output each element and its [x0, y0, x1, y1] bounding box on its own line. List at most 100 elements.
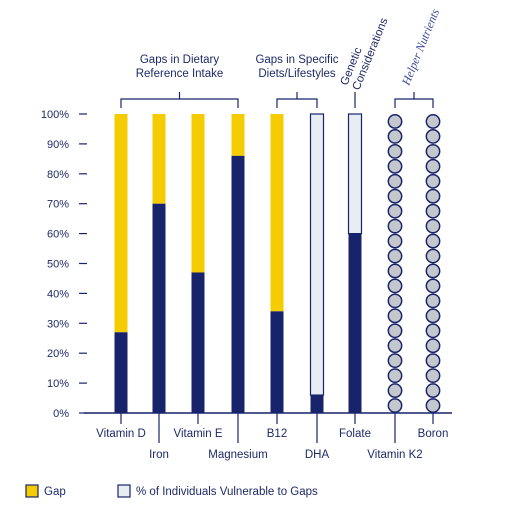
- base-segment-iron: [152, 203, 166, 413]
- legend: Gap % of Individuals Vulnerable to Gaps: [25, 484, 318, 498]
- helper-dot: [387, 308, 403, 324]
- y-tick-label: 0%: [53, 408, 69, 420]
- helper-dot: [425, 308, 441, 324]
- helper-dot: [387, 233, 403, 249]
- helper-dot: [387, 248, 403, 264]
- legend-label: % of Individuals Vulnerable to Gaps: [136, 486, 318, 498]
- helper-dot: [387, 263, 403, 279]
- group-label: Gaps in Dietary: [140, 54, 220, 66]
- helper-dot: [425, 218, 441, 234]
- y-tick-label: 50%: [47, 259, 69, 271]
- gap-segment-iron: [152, 114, 166, 204]
- x-label-vitamin-k2: Vitamin K2: [367, 449, 422, 461]
- y-axis: 0% 10% 20% 30% 40% 50% 60% 70% 80% 90% 100%: [41, 109, 87, 420]
- helper-dot: [425, 383, 441, 399]
- helper-dot: [387, 278, 403, 294]
- base-segment-folate: [348, 233, 362, 413]
- helper-dot: [425, 368, 441, 384]
- y-tick-label: 100%: [41, 109, 69, 121]
- group-bracket: [394, 92, 434, 108]
- helper-dot: [425, 233, 441, 249]
- y-tick-label: 20%: [47, 348, 69, 360]
- helper-dot: [387, 368, 403, 384]
- helper-dot: [387, 338, 403, 354]
- group-1: Gaps in Specific Diets/Lifestyles: [255, 54, 339, 108]
- base-segment-dha: [310, 395, 324, 413]
- y-tick-label: 10%: [47, 378, 69, 390]
- x-label-folate: Folate: [339, 428, 371, 440]
- helper-bar-boron: [425, 114, 441, 413]
- y-tick-label: 70%: [47, 199, 69, 211]
- gap-segment-vitamin-e: [191, 114, 205, 273]
- y-tick-label: 80%: [47, 169, 69, 181]
- gap-segment-magnesium: [231, 114, 245, 156]
- group-label: Helper Nutrients: [398, 6, 442, 88]
- group-label: Reference Intake: [136, 68, 224, 80]
- helper-dot: [425, 158, 441, 174]
- y-tick-label: 30%: [47, 318, 69, 330]
- helper-dot: [387, 203, 403, 219]
- helper-dot: [425, 203, 441, 219]
- helper-dot: [425, 278, 441, 294]
- x-label-iron: Iron: [149, 449, 169, 461]
- legend-swatch: [117, 484, 131, 498]
- helper-dot: [425, 143, 441, 159]
- helper-bar-vitamin-k2: [387, 114, 403, 413]
- helper-dot: [387, 158, 403, 174]
- helper-dot: [425, 338, 441, 354]
- group-bracket: [120, 92, 239, 108]
- helper-dot: [387, 218, 403, 234]
- legend-item-1: % of Individuals Vulnerable to Gaps: [117, 484, 318, 498]
- helper-dot: [425, 293, 441, 309]
- helper-dot: [387, 143, 403, 159]
- helper-dot: [387, 114, 403, 129]
- helper-dot: [387, 173, 403, 189]
- helper-dot: [387, 383, 403, 399]
- category-groups: Gaps in Dietary Reference Intake Gaps in S…: [120, 6, 442, 108]
- helper-dot: [425, 129, 441, 144]
- helper-dot: [425, 323, 441, 339]
- helper-dot: [425, 114, 441, 129]
- x-label-vitamin-d: Vitamin D: [96, 428, 146, 440]
- helper-dot: [425, 248, 441, 264]
- helper-dot: [425, 263, 441, 279]
- base-segment-vitamin-e: [191, 272, 205, 413]
- legend-swatch: [25, 484, 39, 498]
- x-label-vitamin-e: Vitamin E: [173, 428, 222, 440]
- legend-label: Gap: [44, 486, 66, 498]
- vulnerable-segment-folate: [347, 113, 363, 235]
- bars: [114, 113, 441, 414]
- gap-segment-vitamin-d: [114, 114, 128, 333]
- helper-dot: [387, 323, 403, 339]
- group-label: Gaps in Specific: [255, 54, 338, 66]
- helper-dot: [387, 293, 403, 309]
- group-0: Gaps in Dietary Reference Intake: [120, 54, 239, 108]
- y-tick-label: 60%: [47, 229, 69, 241]
- helper-dot: [425, 398, 441, 413]
- legend-item-0: Gap: [25, 484, 66, 498]
- group-bracket: [276, 92, 318, 108]
- x-label-b12: B12: [267, 428, 287, 440]
- helper-dot: [425, 188, 441, 204]
- helper-dot: [387, 129, 403, 144]
- helper-dot: [387, 353, 403, 369]
- base-segment-magnesium: [231, 155, 245, 414]
- y-tick-label: 40%: [47, 288, 69, 300]
- group-label: Diets/Lifestyles: [258, 68, 336, 80]
- helper-dot: [387, 398, 403, 413]
- group-3: Helper Nutrients: [394, 6, 442, 108]
- x-label-boron: Boron: [418, 428, 449, 440]
- x-label-magnesium: Magnesium: [208, 449, 267, 461]
- vulnerable-segment-dha: [309, 113, 325, 396]
- helper-dot: [387, 188, 403, 204]
- y-tick-label: 90%: [47, 139, 69, 151]
- base-segment-b12: [270, 311, 284, 413]
- helper-dot: [425, 173, 441, 189]
- gap-segment-b12: [270, 114, 284, 312]
- group-label-rotated: Helper Nutrients: [398, 6, 442, 88]
- x-label-dha: DHA: [305, 449, 330, 461]
